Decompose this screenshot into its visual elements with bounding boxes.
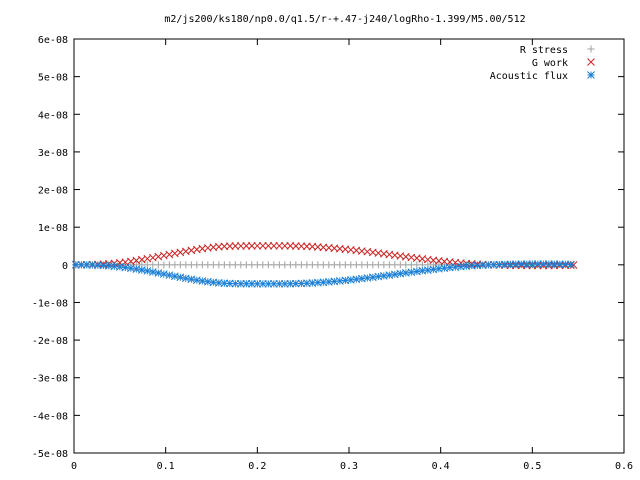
data-point [533, 260, 542, 268]
data-point [258, 241, 267, 250]
data-point [121, 263, 130, 272]
data-point [500, 260, 509, 269]
y-tick-label: -4e-08 [32, 411, 68, 422]
data-point [511, 260, 520, 269]
data-point [280, 241, 289, 250]
data-point [412, 267, 421, 276]
data-point [550, 260, 559, 268]
y-tick-label: 3e-08 [38, 148, 68, 159]
data-point [280, 279, 289, 288]
y-tick-label: 6e-08 [38, 35, 68, 46]
legend-label: G work [532, 58, 568, 69]
y-tick-label: -2e-08 [32, 336, 68, 347]
data-point [561, 260, 570, 269]
data-point [544, 260, 553, 268]
data-point [148, 268, 157, 276]
chart-title: m2/js200/ks180/np0.0/q1.5/r-+.47-j240/lo… [164, 14, 525, 25]
data-point [231, 242, 240, 250]
x-tick-label: 0.1 [157, 461, 175, 472]
y-tick-label: 0 [62, 261, 68, 272]
x-tick-label: 0.6 [615, 461, 633, 472]
y-tick-label: -1e-08 [32, 298, 68, 309]
data-point [522, 260, 531, 268]
legend-marker [587, 71, 595, 79]
y-tick-label: -3e-08 [32, 374, 68, 385]
data-point [247, 241, 256, 250]
data-point [566, 260, 575, 269]
x-tick-label: 0.3 [340, 461, 358, 472]
axis-ticks: 0 0.1 0.2 0.3 0.4 0.5 0.6 6e-08 5e-08 4e-08 3e-08 2… [32, 35, 633, 472]
data-point [253, 279, 262, 288]
data-point [264, 241, 273, 250]
y-tick-label: 4e-08 [38, 110, 68, 121]
legend-label: Acoustic flux [490, 71, 568, 82]
data-point [165, 271, 174, 280]
x-tick-label: 0.2 [248, 461, 266, 472]
legend: R stress G work Acoustic flux [490, 45, 595, 82]
y-tick-label: 5e-08 [38, 73, 68, 84]
data-point [192, 276, 201, 285]
series-2 [71, 260, 575, 288]
data-point [445, 263, 454, 272]
x-tick-label: 0.4 [432, 461, 450, 472]
plot-frame [73, 38, 625, 454]
legend-label: R stress [520, 45, 568, 56]
y-tick-label: 2e-08 [38, 186, 68, 197]
data-point [269, 241, 278, 250]
y-tick-label: 1e-08 [38, 223, 68, 234]
data-point [253, 241, 262, 250]
x-tick-label: 0 [71, 461, 77, 472]
chart-marks [71, 241, 578, 288]
legend-marker [587, 58, 595, 66]
legend-marker [587, 45, 595, 53]
data-point [242, 242, 251, 250]
data-point [275, 241, 284, 250]
data-point [236, 242, 245, 250]
x-tick-label: 0.5 [523, 461, 541, 472]
y-tick-label: -5e-08 [32, 449, 68, 460]
data-point [286, 242, 295, 250]
